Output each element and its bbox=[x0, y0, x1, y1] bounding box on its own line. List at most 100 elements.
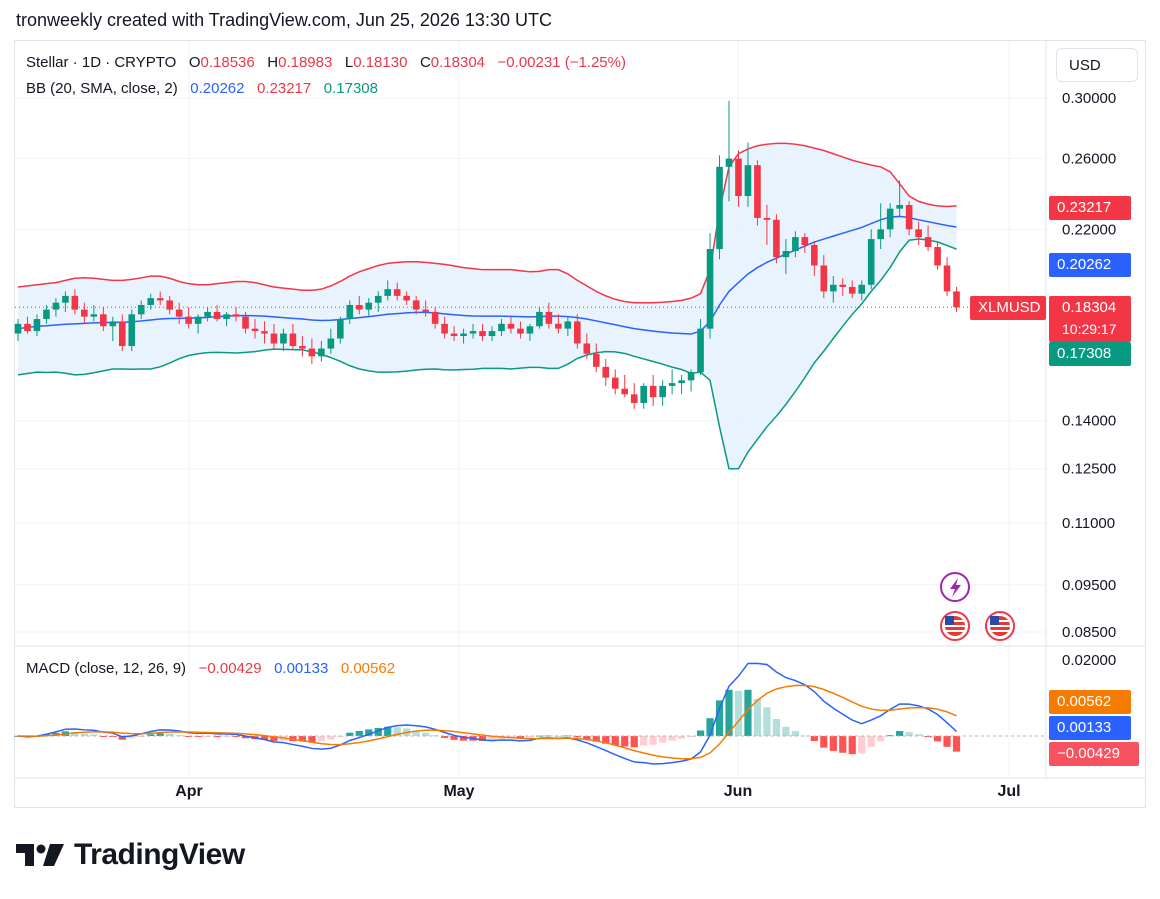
candle-body bbox=[621, 388, 629, 395]
macd-histogram-bar bbox=[592, 736, 600, 742]
candle-body bbox=[299, 346, 306, 349]
candle-body bbox=[384, 289, 392, 296]
candle-body bbox=[90, 314, 98, 317]
candle-body bbox=[829, 284, 837, 292]
macd-histogram-bar bbox=[659, 736, 667, 743]
bb-upper-badge: 0.23217 bbox=[1049, 196, 1131, 220]
candle-body bbox=[175, 309, 183, 317]
candle-body bbox=[801, 237, 809, 246]
macd-histogram-bar bbox=[260, 736, 269, 740]
candle-body bbox=[716, 166, 723, 250]
candle-body bbox=[318, 348, 325, 357]
x-tick-label: Apr bbox=[175, 783, 203, 800]
macd-histogram-bar bbox=[450, 736, 458, 740]
macd-histogram-bar bbox=[166, 733, 174, 736]
x-tick-label: Jul bbox=[997, 783, 1020, 800]
candle-body bbox=[412, 300, 420, 310]
candle-body bbox=[858, 284, 866, 294]
candle-body bbox=[602, 366, 610, 378]
flag-canton bbox=[945, 616, 954, 625]
tradingview-logo[interactable]: TradingView bbox=[16, 838, 245, 872]
currency-button[interactable]: USD bbox=[1056, 48, 1138, 82]
macd-histogram-bar bbox=[365, 729, 373, 736]
bb-basis-badge: 0.20262 bbox=[1049, 253, 1131, 277]
macd-signal-line bbox=[17, 684, 957, 760]
macd-histogram-bar bbox=[213, 736, 221, 738]
candle-body bbox=[24, 323, 31, 332]
price-tick-label: 0.12500 bbox=[1062, 461, 1116, 478]
macd-histogram-bar bbox=[952, 736, 961, 752]
candle-body bbox=[934, 247, 941, 266]
macd-histogram-bar bbox=[327, 736, 335, 740]
macd-histogram-bar bbox=[488, 736, 496, 741]
candle-body bbox=[773, 219, 780, 258]
macd-histogram-bar bbox=[858, 736, 866, 754]
bb-fill bbox=[18, 143, 957, 469]
countdown-value: 10:29:17 bbox=[1062, 321, 1117, 337]
candle-body bbox=[896, 205, 903, 209]
candle-body bbox=[754, 165, 761, 218]
price-badge: 0.18304 10:29:17 bbox=[1049, 296, 1131, 342]
candle-body bbox=[498, 323, 505, 332]
candle-body bbox=[62, 295, 69, 303]
candle-body bbox=[403, 295, 410, 301]
candle-body bbox=[649, 385, 657, 398]
macd-histogram-bar bbox=[867, 736, 875, 747]
candle-body bbox=[697, 328, 704, 373]
candle-body bbox=[460, 333, 467, 337]
candle-body bbox=[71, 295, 79, 310]
tradingview-logo-icon bbox=[16, 844, 64, 866]
macd-legend[interactable]: MACD (close, 12, 26, 9) −0.00429 0.00133… bbox=[26, 660, 395, 677]
macd-histogram-bar bbox=[678, 736, 686, 739]
candle-body bbox=[687, 372, 695, 381]
high-value: 0.18983 bbox=[278, 54, 333, 71]
macd-line-badge: 0.00133 bbox=[1049, 716, 1131, 740]
macd-histogram-bar bbox=[933, 736, 942, 742]
price-tick-label: 0.26000 bbox=[1062, 151, 1116, 168]
macd-histogram-bar bbox=[554, 735, 562, 737]
candle-body bbox=[867, 239, 875, 285]
candle-body bbox=[877, 229, 884, 240]
candle-body bbox=[592, 353, 600, 367]
macd-hist-value: −0.00429 bbox=[198, 660, 262, 677]
symbol-label[interactable]: Stellar · 1D · CRYPTO bbox=[26, 54, 177, 71]
candle-body bbox=[393, 289, 401, 296]
candle-body bbox=[147, 298, 155, 305]
bb-legend[interactable]: BB (20, SMA, close, 2) 0.20262 0.23217 0… bbox=[26, 80, 378, 97]
candle-body bbox=[374, 295, 382, 303]
candle-body bbox=[261, 331, 268, 334]
candle-body bbox=[431, 311, 439, 324]
candle-body bbox=[886, 208, 894, 230]
price-tick-label: 0.22000 bbox=[1062, 221, 1116, 238]
candle-body bbox=[555, 323, 562, 329]
macd-histogram-bar bbox=[706, 718, 714, 736]
bb-upper-line bbox=[17, 142, 957, 304]
candle-body bbox=[280, 333, 287, 344]
candle-body bbox=[469, 331, 477, 334]
macd-histogram-bar bbox=[393, 727, 401, 736]
candle-body bbox=[346, 304, 354, 320]
candle-body bbox=[441, 323, 448, 334]
macd-histogram-bar bbox=[317, 736, 325, 742]
flag-stripe bbox=[945, 625, 965, 627]
macd-histogram-bar bbox=[583, 736, 591, 740]
macd-histogram-bar bbox=[611, 736, 619, 746]
bb-lower-value: 0.17308 bbox=[323, 80, 378, 97]
candle-body bbox=[166, 300, 173, 310]
flag-stripe bbox=[945, 630, 965, 632]
candle-body bbox=[118, 321, 126, 347]
price-badge-value: 0.18304 bbox=[1062, 299, 1117, 316]
macd-histogram-bar bbox=[71, 732, 79, 736]
candle-body bbox=[725, 158, 733, 167]
symbol-badge: XLMUSD bbox=[970, 296, 1046, 320]
candle-body bbox=[308, 348, 316, 357]
candle-body bbox=[668, 383, 676, 386]
price-tick-label: 0.08500 bbox=[1062, 624, 1116, 641]
candle-body bbox=[488, 331, 496, 337]
candle-body bbox=[289, 333, 297, 347]
candle-body bbox=[583, 343, 591, 354]
macd-histogram-bar bbox=[715, 700, 724, 736]
macd-histogram-bar bbox=[915, 734, 923, 736]
macd-hist-badge: −0.00429 bbox=[1049, 742, 1139, 766]
